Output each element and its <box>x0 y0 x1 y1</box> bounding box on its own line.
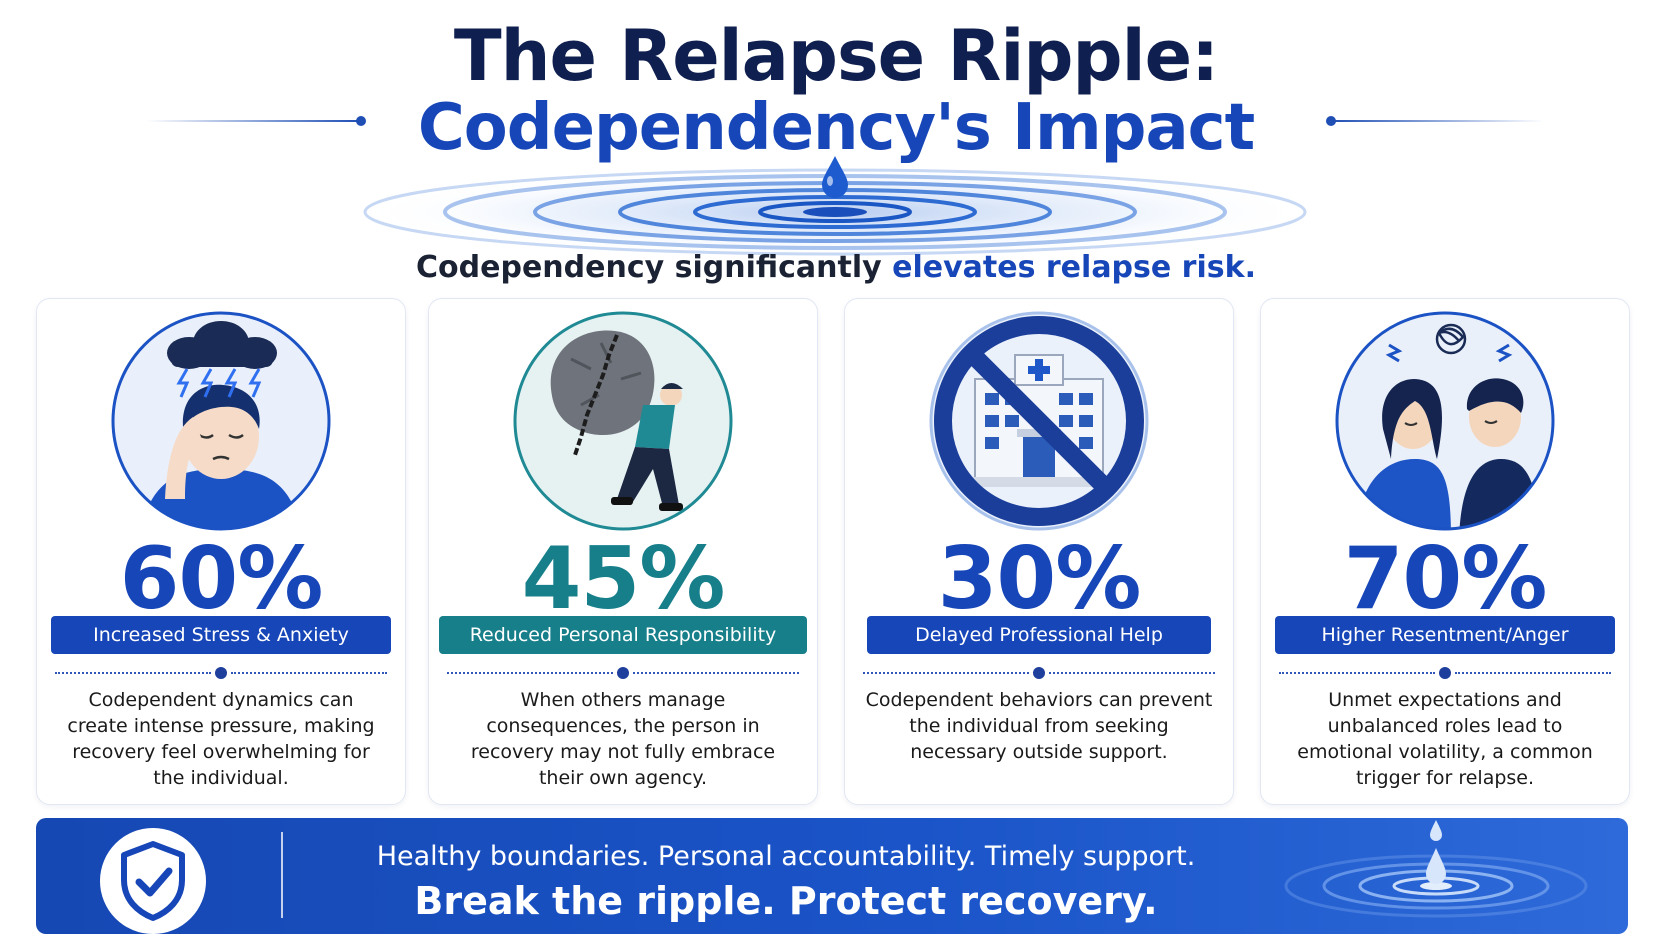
stat-description: Unmet expectations and unbalanced roles … <box>1297 689 1593 789</box>
stat-label: Higher Resentment/Anger <box>1275 616 1615 654</box>
stat-card-stress: 60% Increased Stress & Anxiety Codepende… <box>36 298 406 805</box>
bottom-banner: Healthy boundaries. Personal accountabil… <box>36 818 1628 934</box>
banner-headline: Break the ripple. Protect recovery. <box>414 879 1158 923</box>
dotted-divider <box>1279 667 1611 679</box>
dotted-divider <box>863 667 1215 679</box>
stat-description: Codependent dynamics can create intense … <box>67 689 375 789</box>
dotted-divider <box>55 667 387 679</box>
stat-percent: 70% <box>1343 529 1548 629</box>
stressed-person-storm-cloud-icon <box>111 311 331 531</box>
title-line-1: The Relapse Ripple: <box>453 15 1219 97</box>
decorative-dot-right <box>1326 116 1336 126</box>
stat-label: Delayed Professional Help <box>867 616 1211 654</box>
stat-description: When others manage consequences, the per… <box>470 689 776 789</box>
stat-description: Codependent behaviors can prevent the in… <box>865 689 1213 763</box>
person-carrying-boulder-icon <box>513 311 733 531</box>
stat-card-resentment: 70% Higher Resentment/Anger Unmet expect… <box>1260 298 1630 805</box>
angry-couple-icon <box>1335 311 1555 531</box>
stat-label: Increased Stress & Anxiety <box>51 616 391 654</box>
subtitle: Codependency significantly elevates rela… <box>0 250 1672 285</box>
banner-tagline: Healthy boundaries. Personal accountabil… <box>376 841 1196 872</box>
stat-card-responsibility: 45% Reduced Personal Responsibility When… <box>428 298 818 805</box>
decorative-dot-left <box>356 116 366 126</box>
decorative-line-right <box>1330 120 1544 122</box>
dotted-divider <box>447 667 799 679</box>
stat-percent: 45% <box>521 529 726 629</box>
shield-check-icon <box>100 828 206 934</box>
subtitle-highlight: elevates relapse risk. <box>892 250 1256 285</box>
stat-percent: 60% <box>119 529 324 629</box>
subtitle-text: Codependency significantly <box>416 250 893 285</box>
title-line-2: Codependency's Impact <box>417 91 1255 165</box>
water-drop-ripple-icon <box>1284 820 1588 918</box>
no-hospital-icon <box>929 311 1149 531</box>
stat-label: Reduced Personal Responsibility <box>439 616 807 654</box>
water-ripple-icon <box>355 156 1315 256</box>
stat-card-professional-help: 30% Delayed Professional Help Codependen… <box>844 298 1234 805</box>
stat-percent: 30% <box>937 529 1142 629</box>
banner-separator <box>281 832 283 918</box>
decorative-line-left <box>146 120 360 122</box>
